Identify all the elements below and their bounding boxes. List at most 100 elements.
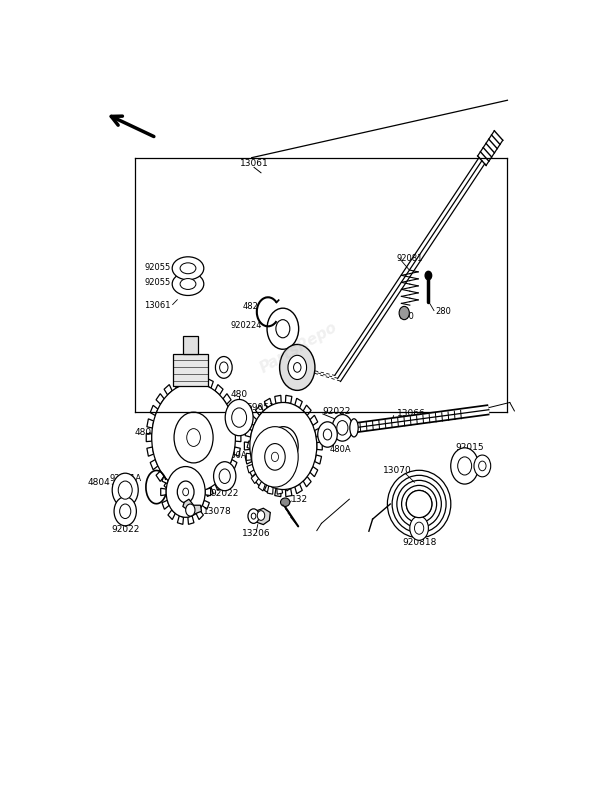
Polygon shape [277,419,283,428]
Circle shape [219,469,230,484]
Polygon shape [295,398,302,408]
Polygon shape [296,465,303,473]
Ellipse shape [180,279,196,290]
Polygon shape [174,378,181,388]
Polygon shape [298,453,304,461]
Ellipse shape [172,257,204,279]
Circle shape [332,414,353,441]
Text: 92081A: 92081A [109,473,142,483]
Polygon shape [265,484,272,494]
Circle shape [161,459,211,524]
Polygon shape [215,480,223,491]
Polygon shape [249,466,257,476]
Polygon shape [235,433,241,442]
Text: 280: 280 [436,307,451,316]
Polygon shape [245,455,252,464]
Text: 13070: 13070 [383,466,412,475]
Polygon shape [215,385,223,395]
Text: 92015: 92015 [455,444,484,452]
Circle shape [288,356,307,379]
Circle shape [415,522,424,535]
Text: 13066: 13066 [397,409,426,418]
Polygon shape [291,430,299,440]
Polygon shape [265,398,272,408]
Text: PartsRepo: PartsRepo [257,319,340,376]
Polygon shape [150,405,158,415]
Text: 480: 480 [230,389,248,399]
Circle shape [225,400,253,436]
Circle shape [220,362,228,373]
Ellipse shape [172,272,204,295]
Ellipse shape [276,319,290,338]
Polygon shape [286,396,292,403]
Circle shape [271,452,278,462]
Circle shape [399,306,409,319]
Polygon shape [185,491,191,499]
Circle shape [244,395,322,497]
Polygon shape [146,433,152,442]
Polygon shape [277,486,283,495]
Circle shape [248,509,259,524]
Text: 132: 132 [291,495,308,504]
Circle shape [251,513,256,519]
Polygon shape [164,480,172,491]
Polygon shape [249,415,257,425]
Text: 92081: 92081 [397,254,423,263]
Polygon shape [310,466,318,476]
Polygon shape [196,510,203,520]
Text: 92055: 92055 [144,262,170,272]
Polygon shape [229,459,237,469]
Polygon shape [251,430,259,440]
Circle shape [178,481,194,503]
Circle shape [458,457,472,475]
Circle shape [215,356,232,378]
Polygon shape [178,516,184,524]
Circle shape [114,497,136,526]
Polygon shape [150,459,158,469]
Polygon shape [188,516,194,524]
Polygon shape [256,476,263,487]
Polygon shape [245,428,252,437]
Text: 13061: 13061 [239,159,268,168]
Text: 13061: 13061 [144,301,170,310]
Polygon shape [284,481,292,491]
Polygon shape [284,423,292,433]
Circle shape [119,504,131,519]
Circle shape [278,440,289,453]
Circle shape [187,429,200,447]
Circle shape [118,481,132,499]
Circle shape [174,412,213,463]
Circle shape [265,444,285,470]
Text: 13078: 13078 [203,507,232,516]
Text: 92022: 92022 [323,407,351,416]
Circle shape [410,516,428,540]
Polygon shape [291,474,299,484]
Polygon shape [206,487,214,496]
Text: 59051: 59051 [247,403,275,412]
Polygon shape [162,500,169,509]
Polygon shape [202,475,209,484]
Polygon shape [202,500,209,509]
Polygon shape [156,393,164,404]
Ellipse shape [267,309,299,349]
Ellipse shape [318,422,337,447]
Text: 920224: 920224 [231,320,262,330]
Polygon shape [295,484,302,494]
Polygon shape [206,378,214,388]
FancyBboxPatch shape [173,354,208,385]
Circle shape [280,345,315,390]
Ellipse shape [350,418,358,437]
Polygon shape [244,442,250,450]
Circle shape [183,488,188,496]
Ellipse shape [180,263,196,274]
Polygon shape [205,488,211,495]
Circle shape [451,447,479,484]
Polygon shape [314,428,322,437]
Text: 590511: 590511 [157,465,191,473]
Circle shape [337,421,348,435]
Polygon shape [147,419,154,428]
Circle shape [232,408,247,427]
Polygon shape [253,508,270,524]
Polygon shape [296,440,303,449]
Polygon shape [258,481,265,491]
